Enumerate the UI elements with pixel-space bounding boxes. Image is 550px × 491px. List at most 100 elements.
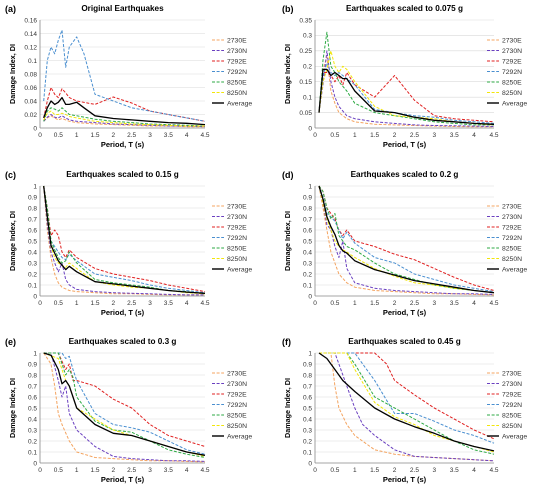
x-axis-label: Period, T (s) [101,308,145,317]
legend-label: 2730N [502,214,522,221]
y-tick-label: 0.1 [303,94,312,101]
series-line-8250e [318,185,495,294]
y-tick-label: 0.14 [24,31,37,38]
legend-label: Average [227,433,252,440]
x-tick-label: 4.5 [489,467,498,474]
x-tick-label: 4.5 [200,132,209,139]
chart-panel-b: (b) Earthquakes scaled to 0.075 g 0 0.05 0.1… [282,4,527,149]
y-tick-label: 1 [33,183,37,190]
y-tick-label: 0.4 [303,249,312,256]
series-line-2730e [43,352,206,463]
y-tick-label: 0.9 [303,361,312,368]
series-line-average [43,96,206,126]
x-tick-label: 0 [38,132,42,139]
x-tick-label: 4 [185,300,189,307]
y-axis-label: Damage Index, DI [283,44,292,104]
x-tick-label: 2.5 [410,132,419,139]
series-line-7292e [43,352,206,447]
x-axis-label: Period, T (s) [383,140,427,149]
x-tick-label: 4.5 [489,300,498,307]
x-tick-label: 3.5 [164,300,173,307]
legend-label: Average [227,266,252,273]
y-tick-label: 0.9 [28,361,37,368]
x-tick-label: 0.5 [54,132,63,139]
y-tick-label: 0.5 [303,238,312,245]
series-line-8250e [319,352,495,455]
chart-title: Earthquakes scaled to 0.075 g [346,4,463,13]
x-tick-label: 0.5 [330,300,339,307]
y-axis-label: Damage Index, DI [283,378,292,438]
legend-label: 2730E [502,203,522,210]
y-tick-label: 0.1 [303,282,312,289]
x-tick-label: 1.5 [370,467,379,474]
x-tick-label: 2.5 [410,467,419,474]
y-tick-label: 0.02 [24,112,37,119]
x-tick-label: 3 [148,467,152,474]
x-tick-label: 1 [353,467,357,474]
legend-label: 8250N [502,423,522,430]
x-tick-label: 1.5 [370,132,379,139]
series-line-7292n [43,352,206,455]
y-axis-label: Damage Index, DI [8,378,17,438]
legend-label: 2730E [227,370,247,377]
x-tick-label: 0.5 [54,467,63,474]
y-tick-label: 0.7 [303,216,312,223]
y-tick-label: 0 [308,125,312,132]
legend-label: 7292N [502,69,522,76]
y-tick-label: 0.1 [303,449,312,456]
x-tick-label: 3.5 [450,132,459,139]
y-tick-label: 0.5 [28,405,37,412]
panel-label: (c) [5,170,16,180]
x-tick-label: 4.5 [489,132,498,139]
series-line-8250n [43,352,206,457]
legend-label: 2730N [227,48,247,55]
x-tick-label: 4 [185,467,189,474]
legend-label: 2730N [502,381,522,388]
y-tick-label: 0.8 [28,372,37,379]
y-tick-label: 0.2 [303,64,312,71]
legend-label: 8250E [502,412,522,419]
y-tick-label: 1 [308,183,312,190]
x-axis-label: Period, T (s) [101,140,145,149]
series-line-8250n [318,185,495,294]
legend-label: 7292N [502,402,522,409]
series-line-2730n [43,185,205,296]
y-tick-label: 1 [33,350,37,357]
series-line-7292e [43,185,206,293]
series-line-7292n [318,62,495,124]
y-tick-label: 0.5 [28,238,37,245]
series-line-7292n [43,29,206,122]
y-tick-label: 0.12 [24,44,37,51]
y-tick-label: 0.9 [303,194,312,201]
legend-label: 2730E [502,370,522,377]
y-tick-label: 0.7 [28,216,37,223]
series-line-2730e [43,185,205,296]
panel-label: (f) [282,337,291,347]
y-tick-label: 0.3 [28,260,37,267]
y-tick-label: 0.1 [28,282,37,289]
x-tick-label: 2 [393,467,397,474]
legend-label: Average [502,266,527,273]
x-axis-label: Period, T (s) [383,475,427,484]
chart-panel-e: (e) Earthquakes scaled to 0.3 g 0 0.1 0.2 0.3… [5,337,252,484]
x-tick-label: 2.5 [410,300,419,307]
x-tick-label: 3.5 [164,132,173,139]
legend-label: 2730E [227,203,247,210]
legend-label: 2730E [227,37,247,44]
series-line-2730e [318,56,494,128]
y-tick-label: 0 [308,293,312,300]
series-line-7292n [318,185,495,293]
x-tick-label: 0 [38,467,42,474]
y-tick-label: 0.3 [303,33,312,40]
series-line-7292e [318,185,495,291]
chart-title: Earthquakes scaled to 0.45 g [348,337,460,346]
chart-panel-c: (c) Earthquakes scaled to 0.15 g 0 0.1 0.2 0.… [5,170,252,317]
y-tick-label: 0.8 [303,205,312,212]
y-tick-label: 0.08 [24,71,37,78]
chart-title: Earthquakes scaled to 0.15 g [66,170,178,179]
legend-label: 8250E [227,245,247,252]
x-tick-label: 3 [433,132,437,139]
y-tick-label: 0.06 [24,85,37,92]
y-tick-label: 0 [33,125,37,132]
x-tick-label: 0.5 [330,132,339,139]
